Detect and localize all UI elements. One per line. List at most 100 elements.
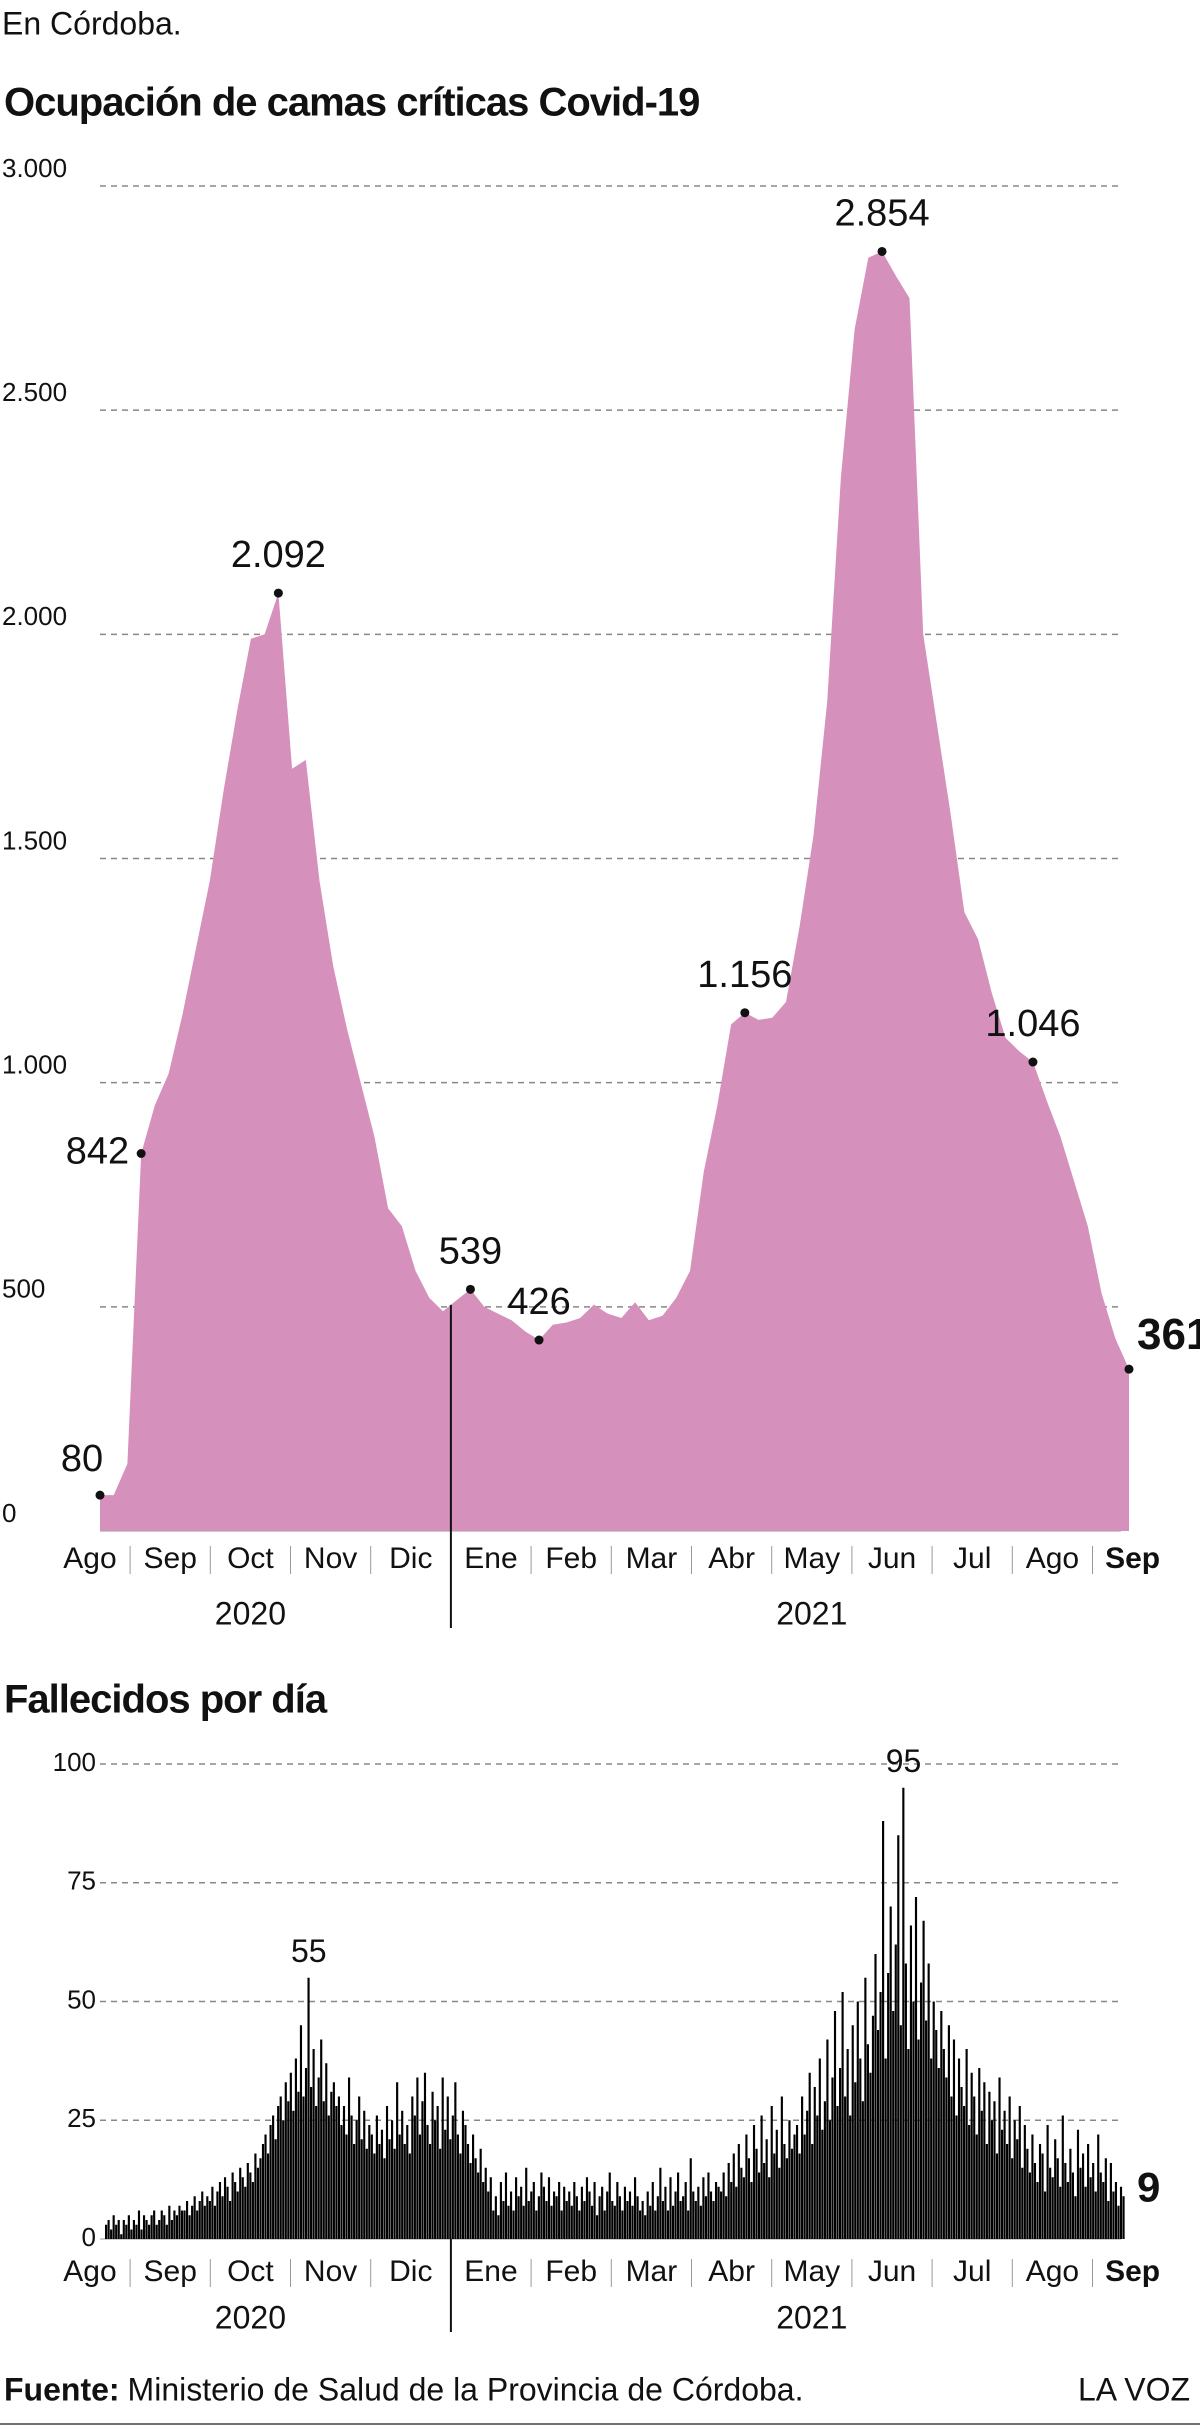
bar (299, 2025, 303, 2239)
bar (304, 2068, 308, 2239)
bar (153, 2210, 156, 2239)
bar (145, 2220, 148, 2239)
bar (1003, 2110, 1006, 2239)
bar (644, 2215, 647, 2239)
bar (1061, 2115, 1064, 2239)
bar (1000, 2129, 1004, 2239)
bar (484, 2167, 487, 2239)
bar (188, 2215, 191, 2239)
bar (310, 2087, 313, 2239)
bar (876, 2030, 880, 2239)
x-tick-label: Feb (545, 2255, 597, 2288)
bar (1041, 2153, 1044, 2239)
bar (856, 2001, 859, 2239)
bar (479, 2148, 482, 2239)
bar (439, 2148, 442, 2239)
bar (623, 2186, 627, 2239)
bar (692, 2191, 695, 2239)
bar (218, 2182, 222, 2239)
bar (773, 2153, 776, 2239)
bar (811, 2144, 814, 2239)
bar (793, 2134, 796, 2239)
bar (641, 2201, 644, 2239)
bar (249, 2172, 252, 2239)
bar (388, 2139, 391, 2239)
bar (826, 2039, 829, 2239)
x-tick-label: May (783, 1542, 840, 1575)
bar (234, 2182, 237, 2239)
bar (1013, 2120, 1016, 2239)
bar (735, 2186, 738, 2239)
bar (375, 2115, 378, 2239)
bar (861, 2101, 864, 2239)
bar (201, 2191, 204, 2239)
bar (130, 2229, 133, 2239)
bar (517, 2196, 520, 2239)
bar (699, 2205, 702, 2239)
bar (175, 2215, 179, 2239)
bar (755, 2148, 758, 2239)
bar (955, 2115, 958, 2239)
bar (550, 2205, 553, 2239)
bar (401, 2110, 404, 2239)
bar (864, 1977, 867, 2239)
bar (226, 2186, 229, 2239)
bar (768, 2177, 771, 2239)
bar (1051, 2177, 1054, 2239)
bar (1069, 2148, 1072, 2239)
bar (1046, 2125, 1049, 2239)
bar (583, 2201, 586, 2239)
bar (196, 2210, 199, 2239)
bar (1008, 2096, 1011, 2239)
bar (120, 2234, 123, 2239)
point (1124, 1364, 1134, 1374)
bar (882, 1821, 885, 2239)
value-label: 1.046 (985, 1003, 1080, 1045)
x-tick-label: Ago (1026, 1542, 1079, 1575)
bar (454, 2082, 457, 2239)
bar (1054, 2139, 1057, 2239)
bar (674, 2191, 677, 2239)
bar (985, 2144, 988, 2239)
bar (558, 2182, 561, 2239)
bar (818, 2058, 821, 2239)
value-label: 2.854 (834, 192, 929, 234)
bar (535, 2210, 538, 2239)
bar (694, 2201, 697, 2239)
value-label: 1.156 (697, 954, 792, 996)
bar (1036, 2182, 1039, 2239)
bar (651, 2182, 654, 2239)
bar (717, 2186, 720, 2239)
bar (530, 2191, 533, 2239)
bar (360, 2139, 363, 2239)
bar (469, 2163, 472, 2239)
value-label: 9 (1137, 2163, 1160, 2210)
bar (702, 2177, 705, 2239)
bar (140, 2229, 143, 2239)
bar (168, 2205, 171, 2239)
bar (434, 2120, 437, 2239)
bar (904, 1963, 907, 2239)
bar (871, 2015, 875, 2239)
bar (975, 2134, 978, 2239)
bar (312, 2049, 315, 2239)
bar (492, 2210, 495, 2239)
bar (335, 2106, 338, 2239)
value-label: 426 (507, 1281, 570, 1323)
bar (636, 2196, 639, 2239)
bar (947, 2025, 950, 2239)
bar (502, 2201, 505, 2239)
bar (633, 2177, 637, 2239)
bar (869, 2072, 872, 2239)
bar (170, 2220, 173, 2239)
bar (677, 2172, 680, 2239)
bar (765, 2139, 768, 2239)
bar (593, 2182, 596, 2239)
bar (1122, 2196, 1125, 2239)
bar (606, 2191, 609, 2239)
bar (580, 2186, 583, 2239)
bar (960, 2087, 963, 2239)
bar (1089, 2177, 1092, 2239)
bar (1044, 2191, 1047, 2239)
